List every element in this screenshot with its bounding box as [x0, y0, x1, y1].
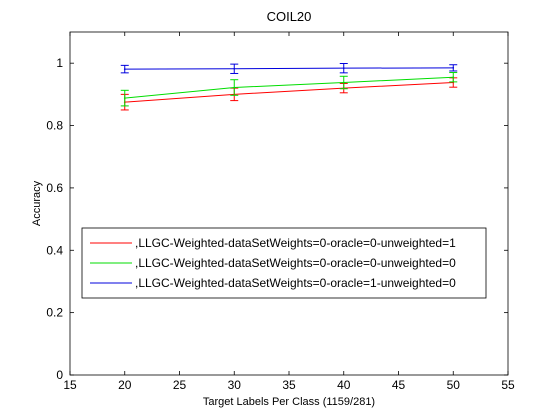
series-line: [124, 67, 454, 70]
legend-entry: ,LLGC-Weighted-dataSetWeights=0-oracle=0…: [90, 236, 456, 250]
y-tick-label: 0.8: [46, 119, 63, 133]
series-line: [124, 82, 454, 103]
x-axis-label: Target Labels Per Class (1159/281): [203, 396, 375, 408]
y-axis-label: Accuracy: [31, 180, 43, 226]
x-tick-label: 30: [228, 378, 242, 392]
y-tick-label: 0: [56, 368, 63, 382]
legend-label: ,LLGC-Weighted-dataSetWeights=0-oracle=0…: [135, 256, 456, 270]
data-point: [233, 86, 236, 89]
series-0: [120, 77, 458, 111]
legend-label: ,LLGC-Weighted-dataSetWeights=0-oracle=0…: [135, 236, 456, 250]
series-2: [120, 62, 458, 74]
legend-entry: ,LLGC-Weighted-dataSetWeights=0-oracle=1…: [90, 276, 456, 290]
data-point: [452, 67, 455, 69]
x-tick-label: 20: [118, 378, 132, 392]
ticks-layer: 15 20 25 30 35 40 45 50 55 0 0.2 0.4 0.6 0.8 1: [46, 32, 515, 392]
plot-area: [70, 32, 508, 375]
x-tick-label: 45: [392, 378, 406, 392]
data-point: [342, 67, 345, 69]
x-tick-label: 50: [447, 378, 461, 392]
y-tick-label: 0.4: [46, 243, 63, 257]
data-point: [452, 76, 455, 79]
x-tick-label: 55: [501, 378, 515, 392]
x-tick-label: 35: [282, 378, 296, 392]
legend: ,LLGC-Weighted-dataSetWeights=0-oracle=0…: [81, 227, 487, 299]
x-tick-label: 15: [63, 378, 77, 392]
series-1: [120, 72, 458, 107]
data-point: [342, 81, 345, 84]
legend-box: [81, 227, 487, 299]
data-point: [233, 67, 236, 70]
series-line: [124, 76, 454, 99]
x-tick-label: 40: [337, 378, 351, 392]
data-point: [123, 97, 126, 99]
legend-label: ,LLGC-Weighted-dataSetWeights=0-oracle=1…: [135, 276, 456, 290]
series-layer: [120, 62, 458, 111]
legend-entry: ,LLGC-Weighted-dataSetWeights=0-oracle=0…: [90, 256, 456, 270]
x-tick-label: 25: [173, 378, 187, 392]
chart-title: COIL20: [267, 9, 312, 24]
y-tick-label: 0.2: [46, 306, 63, 320]
y-tick-label: 1: [56, 56, 63, 70]
y-tick-label: 0.6: [46, 181, 63, 195]
data-point: [123, 68, 126, 70]
